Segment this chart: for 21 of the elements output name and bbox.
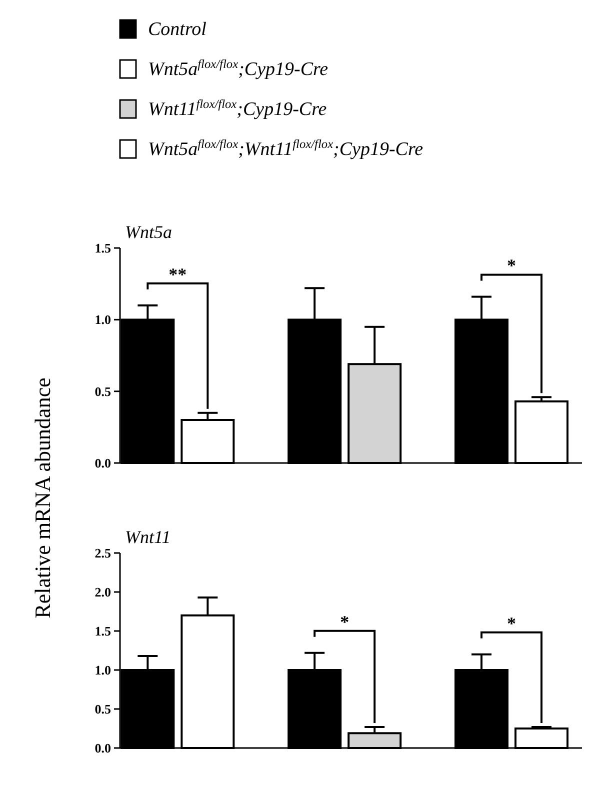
y-tick-label: 0.5 xyxy=(94,702,112,717)
chart-title: Wnt11 xyxy=(125,527,171,547)
legend-label: Wnt11$^{flox/flox}$;Cyp19-Cre xyxy=(148,97,327,120)
y-axis-title: Relative mRNA abundance xyxy=(30,378,55,618)
y-tick-label: 2.5 xyxy=(94,546,112,561)
annotation: ** xyxy=(168,264,187,284)
legend-label: Wnt5a$^{flox/flox}$;Cyp19-Cre xyxy=(148,57,328,80)
annotation: * xyxy=(506,613,516,634)
annotation: * xyxy=(506,256,516,276)
y-tick-label: 1.0 xyxy=(94,312,111,328)
y-tick-label: 1.5 xyxy=(94,240,112,256)
y-tick-label: 1.0 xyxy=(94,662,111,678)
y-tick-label: 1.5 xyxy=(94,624,112,639)
y-tick-label: 0.5 xyxy=(94,384,112,399)
y-tick-label: 2.0 xyxy=(94,584,111,600)
annotation: * xyxy=(340,612,350,632)
y-tick-label: 0.0 xyxy=(94,740,111,756)
legend-label: Wnt5a$^{flox/flox}$;Wnt11$^{flox/flox}$;Cyp19-Cre xyxy=(148,137,424,160)
chart-title: Wnt5a xyxy=(125,222,172,242)
y-tick-label: 0.0 xyxy=(94,456,111,471)
legend-label: Control xyxy=(148,19,206,40)
